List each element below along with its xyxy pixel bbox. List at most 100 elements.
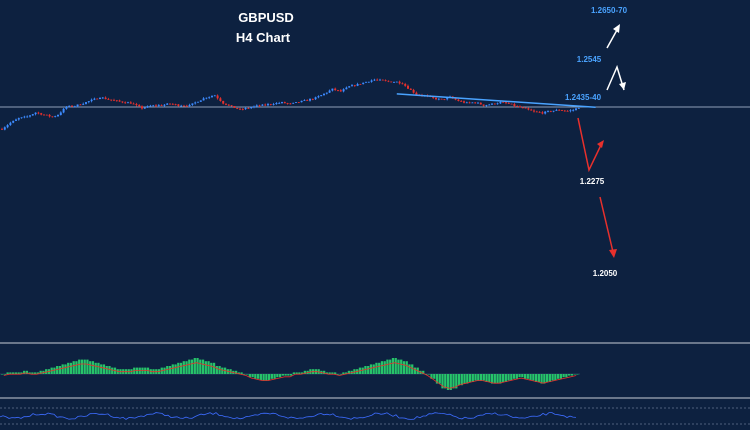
candle-body: [379, 79, 381, 81]
macd-bar: [328, 372, 331, 374]
macd-bar: [375, 362, 378, 374]
candle-body: [227, 104, 230, 106]
candle-body: [575, 108, 577, 110]
candle-body: [163, 104, 166, 106]
candle-body: [544, 111, 547, 114]
candle-body: [362, 82, 365, 85]
candle-body: [141, 106, 143, 109]
descending-trendline: [396, 93, 596, 109]
macd-bar: [273, 374, 276, 379]
macd-bar: [177, 362, 180, 374]
macd-bar: [507, 374, 510, 381]
candle-body: [118, 100, 121, 102]
macd-bar: [570, 374, 573, 376]
candle-body: [373, 79, 376, 81]
macd-bar: [20, 372, 23, 374]
candle-body: [493, 103, 496, 105]
macd-bar: [383, 361, 386, 374]
candle-body: [365, 81, 367, 83]
candle-body: [253, 106, 255, 108]
candle-body: [29, 115, 31, 117]
macd-bar: [83, 359, 86, 374]
macd-bar: [422, 370, 425, 374]
candle-body: [160, 105, 163, 107]
candle-body: [9, 122, 12, 126]
candle-body: [323, 93, 325, 96]
candle-body: [110, 99, 113, 101]
macd-bar: [482, 374, 485, 381]
macd-bar: [444, 374, 447, 389]
candle-body: [437, 98, 440, 100]
level-label-current: 1.2435-40: [565, 93, 602, 102]
candle-body: [85, 102, 87, 104]
macd-bar: [468, 374, 472, 382]
candle-body: [135, 104, 138, 106]
macd-bar: [515, 374, 518, 379]
macd-bar: [496, 374, 499, 384]
macd-bar: [537, 374, 540, 382]
macd-bar: [435, 374, 439, 384]
macd-bar: [190, 359, 194, 374]
candle-body: [146, 106, 149, 108]
chart-subtitle: H4 Chart: [236, 30, 291, 45]
macd-bar: [78, 359, 81, 374]
candle-body: [104, 97, 107, 100]
macd-bar: [540, 374, 543, 384]
level-label-support-2: 1.2050: [593, 269, 618, 278]
candle-body: [194, 102, 197, 104]
level-label-resistance: 1.2545: [577, 55, 602, 64]
candle-body: [435, 97, 437, 100]
macd-bar: [529, 374, 532, 381]
candle-body: [26, 116, 29, 118]
candle-body: [454, 98, 457, 100]
projection-up-arrow-1: [606, 29, 618, 49]
candle-body: [440, 98, 443, 100]
candle-body: [99, 97, 101, 99]
candle-body: [342, 89, 345, 92]
candle-body: [113, 99, 115, 101]
candle-body: [23, 116, 26, 118]
macd-bar: [471, 374, 474, 382]
macd-bar: [171, 364, 174, 374]
candle-body: [516, 106, 519, 107]
macd-bar: [301, 372, 304, 374]
candle-body: [339, 90, 342, 92]
macd-bar: [369, 364, 373, 374]
macd-bar: [89, 361, 92, 374]
macd-bar: [28, 372, 31, 374]
macd-bar: [474, 374, 477, 381]
candle-body: [415, 92, 418, 95]
candle-body: [563, 110, 566, 112]
macd-bar: [457, 374, 461, 386]
candle-body: [166, 103, 169, 105]
macd-bar: [248, 374, 251, 378]
candle-body: [149, 105, 152, 107]
candle-body: [12, 120, 15, 123]
candle-body: [68, 105, 71, 107]
candle-body: [174, 104, 177, 106]
candle-body: [468, 102, 471, 104]
macd-bar: [221, 367, 224, 374]
candle-body: [337, 90, 339, 91]
candle-body: [499, 101, 502, 104]
candle-body: [138, 105, 141, 107]
macd-bar: [463, 374, 466, 384]
macd-bar: [347, 370, 351, 374]
candle-body: [199, 100, 202, 102]
candle-body: [353, 85, 356, 87]
candle-body: [202, 98, 205, 101]
macd-bar: [394, 358, 397, 374]
macd-bar: [259, 374, 262, 381]
macd-bar: [389, 359, 392, 374]
candle-body: [533, 110, 535, 112]
candle-body: [219, 98, 222, 101]
macd-bar: [438, 374, 441, 384]
candle-body: [398, 81, 401, 84]
candle-body: [236, 107, 239, 109]
macd-bar: [441, 374, 444, 389]
candle-body: [407, 85, 409, 89]
macd-bar: [111, 367, 114, 374]
macd-bar: [545, 374, 549, 382]
candle-body: [474, 102, 477, 104]
